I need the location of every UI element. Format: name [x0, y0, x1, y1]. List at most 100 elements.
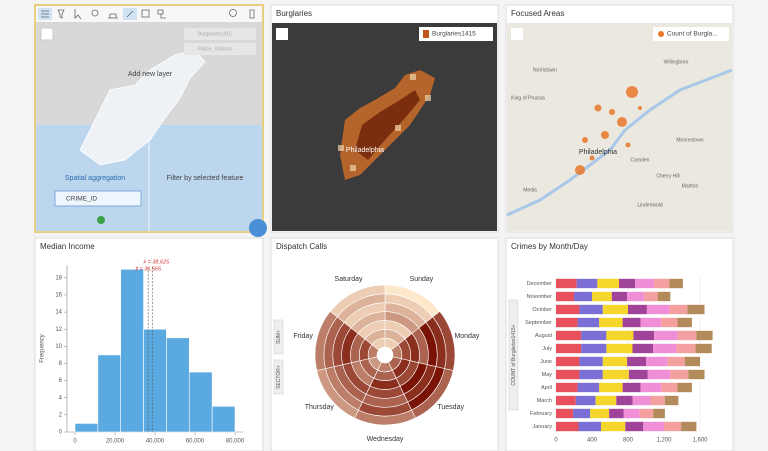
bar-segment — [623, 408, 640, 419]
bar-segment — [574, 291, 592, 302]
bar-segment — [595, 395, 617, 406]
bar-segment — [695, 343, 712, 354]
bar-segment — [579, 369, 603, 380]
icon[interactable] — [108, 13, 118, 19]
legend-swatch — [423, 30, 429, 38]
bar-segment — [635, 278, 655, 289]
bar-segment — [575, 395, 596, 406]
bar-segment — [644, 291, 658, 302]
icon[interactable] — [74, 9, 82, 20]
x-tick-label: 800 — [623, 438, 634, 444]
bar — [74, 423, 99, 433]
bar — [120, 268, 144, 433]
icon[interactable] — [57, 9, 65, 19]
spatial-aggregation-label: Spatial aggregation — [65, 175, 125, 182]
panel-title: Focused Areas — [511, 9, 564, 18]
map-shape — [79, 49, 206, 166]
annotation-label: x̃ = 36,565 — [134, 266, 162, 272]
axis-button[interactable] — [508, 299, 519, 411]
x-tick-label: 400 — [587, 438, 598, 444]
icon[interactable] — [141, 9, 150, 18]
bar-segment — [556, 330, 582, 341]
heat-cell — [410, 74, 416, 80]
icon — [41, 10, 49, 18]
y-axis-label: Frequency — [40, 334, 46, 362]
icon[interactable] — [229, 9, 237, 17]
bar-segment — [639, 408, 654, 419]
map-label: Camden — [631, 157, 650, 163]
home-button[interactable] — [511, 28, 523, 40]
icon[interactable] — [249, 9, 255, 19]
bar-segment — [627, 291, 645, 302]
charts: Frequency 0 2 4 6 8 10 12 14 16 18 0 20,000 40,000 60,… — [40, 259, 713, 445]
bar-segment — [654, 330, 678, 341]
icon — [126, 10, 134, 18]
y-tick-label: August — [535, 333, 553, 339]
map-label: Norristown — [533, 67, 557, 73]
bar-segment — [622, 382, 641, 393]
bar-segment — [622, 317, 641, 328]
bar-segment — [654, 278, 670, 289]
bar-segment — [556, 382, 578, 393]
bar-segment — [696, 330, 713, 341]
y-tick-label: June — [540, 359, 552, 365]
bar-segment — [647, 369, 671, 380]
heat-cell — [395, 125, 401, 131]
bar-segment — [616, 395, 633, 406]
y-tick-label: 4 — [59, 395, 63, 401]
bar — [143, 328, 167, 433]
map-labels: Philadelphia Camden Willingboro Cherry Hill… — [511, 59, 704, 208]
bar-segment — [633, 330, 655, 341]
bar-segment — [684, 356, 700, 367]
bar-segment — [576, 278, 598, 289]
legend-swatch — [658, 31, 664, 37]
x-tick-label: 1,600 — [692, 438, 708, 444]
bar-segment — [677, 382, 692, 393]
legend-label: Count of Burgla... — [667, 31, 718, 38]
bar-segment — [592, 291, 612, 302]
bar-segment — [556, 291, 574, 302]
y-tick-label: 10 — [55, 344, 62, 350]
cell — [329, 284, 386, 318]
y-tick-label: 12 — [55, 327, 62, 333]
x-tick-label: 0 — [73, 439, 77, 445]
river — [506, 68, 733, 217]
heat-cell — [350, 165, 356, 171]
bar-segment — [664, 395, 679, 406]
map-points — [575, 86, 642, 175]
icon[interactable] — [91, 9, 99, 17]
legend-chip[interactable] — [653, 27, 729, 41]
home-button[interactable] — [276, 28, 288, 40]
bar-segment — [599, 317, 623, 328]
map-label: Willingboro — [664, 59, 689, 65]
bar-segment — [590, 408, 610, 419]
map-point — [589, 155, 595, 161]
icon[interactable] — [157, 9, 166, 19]
map-point — [626, 86, 638, 98]
sector-label: Sunday — [410, 276, 434, 283]
legend-chip[interactable] — [419, 27, 493, 41]
map-label: Lindenwold — [637, 202, 663, 208]
layer-label: Burglaries1415 — [198, 31, 232, 37]
y-tick-label: 14 — [55, 310, 62, 316]
control-button[interactable] — [273, 319, 284, 355]
resize-handle[interactable] — [249, 219, 267, 237]
bar-segment — [602, 356, 628, 367]
y-tick-label: December — [527, 281, 553, 287]
x-tick-label: 0 — [554, 438, 558, 444]
add-icon — [97, 216, 105, 224]
y-tick-label: April — [541, 385, 552, 391]
bar-segment — [556, 278, 577, 289]
bar-segment — [681, 421, 697, 432]
map-point — [582, 137, 588, 143]
control-button[interactable] — [273, 359, 284, 395]
bar-segment — [632, 395, 651, 406]
y-tick-label: 2 — [59, 412, 63, 418]
axis-label: COUNT of Burglaries1415+ — [511, 324, 517, 385]
bar-segment — [661, 382, 678, 393]
bar-segment — [577, 317, 600, 328]
sector-label: Wednesday — [367, 436, 404, 443]
bar-segment — [627, 356, 646, 367]
home-button[interactable] — [40, 27, 54, 41]
